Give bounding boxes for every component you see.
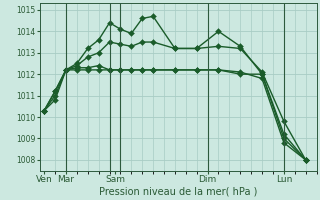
X-axis label: Pression niveau de la mer( hPa ): Pression niveau de la mer( hPa ) (99, 187, 257, 197)
